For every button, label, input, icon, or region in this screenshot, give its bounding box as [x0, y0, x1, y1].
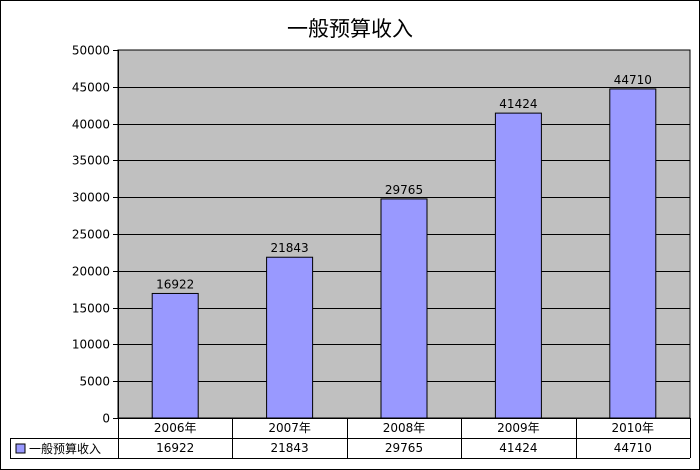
y-tick-label: 35000: [72, 154, 110, 168]
legend-swatch: [15, 443, 26, 454]
data-label: 21843: [271, 241, 309, 255]
bar: [609, 88, 657, 419]
y-tick-label: 50000: [72, 44, 110, 58]
chart-title: 一般预算收入: [287, 17, 413, 41]
table-value: 16922: [156, 441, 194, 455]
category-label: 2008年: [383, 421, 426, 435]
y-tick-label: 5000: [79, 375, 110, 389]
data-table: 2006年 2007年 2008年 2009年 2010年 16922 21843 29765…: [10, 418, 691, 459]
y-tick-label: 15000: [72, 302, 110, 316]
table-value: 44710: [614, 441, 652, 455]
y-tick-label: 20000: [72, 265, 110, 279]
y-tick-label: 30000: [72, 191, 110, 205]
table-value: 29765: [385, 441, 423, 455]
data-label: 16922: [156, 277, 194, 291]
data-label: 44710: [614, 73, 652, 87]
y-tick-label: 10000: [72, 338, 110, 352]
plot-area: 0 5000 10000 15000 20000 25000 30000 35000 40000…: [72, 44, 691, 458]
data-label: 41424: [499, 97, 537, 111]
bar: [380, 198, 428, 419]
category-label: 2009年: [497, 421, 540, 435]
category-label: 2006年: [154, 421, 197, 435]
y-tick-label: 0: [102, 412, 110, 426]
y-tick-label: 40000: [72, 118, 110, 132]
category-label: 2010年: [612, 421, 655, 435]
category-label: 2007年: [268, 421, 311, 435]
y-tick-label: 45000: [72, 81, 110, 95]
data-label: 29765: [385, 183, 423, 197]
y-tick-label: 25000: [72, 228, 110, 242]
bar: [266, 256, 314, 419]
table-value: 21843: [271, 441, 309, 455]
legend-label: 一般预算收入: [29, 441, 101, 456]
bar: [151, 292, 199, 419]
table-value: 41424: [499, 441, 537, 455]
bar: [494, 112, 542, 419]
